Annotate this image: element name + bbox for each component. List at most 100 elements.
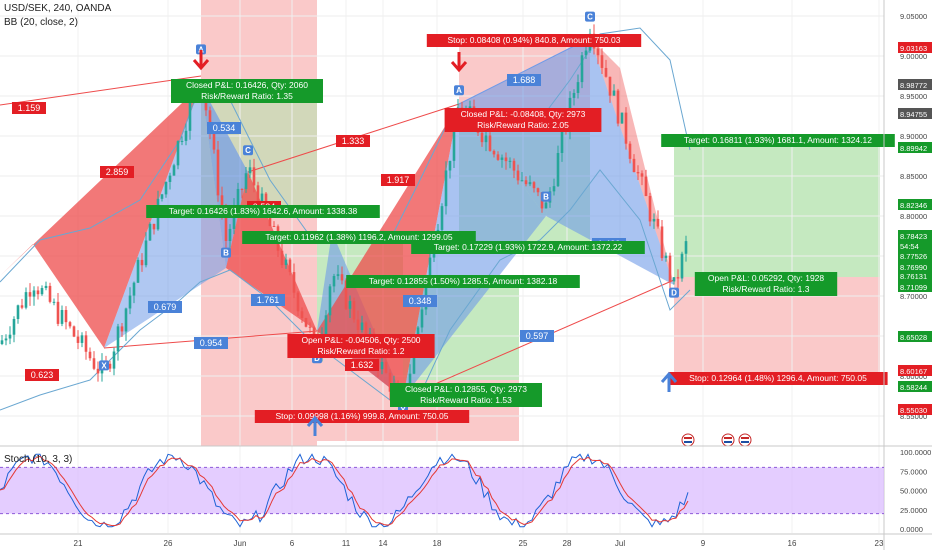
candle bbox=[652, 213, 656, 229]
svg-text:C: C bbox=[245, 146, 251, 155]
svg-text:8.82346: 8.82346 bbox=[900, 201, 927, 210]
candle bbox=[668, 252, 672, 291]
pivot-label-x: X bbox=[99, 360, 109, 371]
candle bbox=[604, 59, 608, 78]
candle bbox=[20, 298, 24, 310]
bb-indicator-label: BB (20, close, 2) bbox=[4, 17, 78, 28]
candle bbox=[352, 297, 356, 323]
price-level-badge: 8.71099 bbox=[898, 281, 932, 292]
pivot-label-b: B bbox=[221, 247, 231, 258]
candle bbox=[516, 164, 520, 185]
candle bbox=[332, 273, 336, 293]
price-tick-label: 8.95000 bbox=[900, 92, 927, 101]
ratio-label: 1.761 bbox=[251, 294, 285, 306]
ratio-label: 0.954 bbox=[194, 337, 228, 349]
candle bbox=[596, 46, 600, 65]
candle bbox=[160, 193, 164, 202]
candle bbox=[128, 287, 132, 315]
candle bbox=[656, 210, 660, 229]
svg-text:Target: 0.12855 (1.50%) 1285.5: Target: 0.12855 (1.50%) 1285.5, Amount: … bbox=[369, 276, 558, 286]
svg-text:Closed P&L: 0.16426, Qty: 2060: Closed P&L: 0.16426, Qty: 2060 bbox=[186, 80, 308, 90]
candle bbox=[28, 283, 32, 306]
time-tick-label: 28 bbox=[563, 539, 572, 548]
candle bbox=[172, 163, 176, 176]
price-level-badge: 8.78423 bbox=[898, 230, 932, 241]
candle bbox=[444, 161, 448, 215]
svg-text:Risk/Reward Ratio: 1.2: Risk/Reward Ratio: 1.2 bbox=[318, 346, 405, 356]
pivot-label-d: D bbox=[669, 287, 679, 298]
candle bbox=[144, 232, 148, 268]
candle bbox=[340, 266, 344, 285]
price-tick-label: 8.55000 bbox=[900, 412, 927, 421]
price-level-badge: 8.76990 bbox=[898, 261, 932, 272]
time-tick-label: 25 bbox=[519, 539, 528, 548]
candle bbox=[524, 176, 528, 187]
candle bbox=[188, 97, 192, 140]
pivot-label-a: A bbox=[454, 85, 464, 96]
svg-text:A: A bbox=[198, 45, 204, 54]
candle bbox=[508, 157, 512, 169]
candle bbox=[612, 84, 616, 96]
ratio-label: 1.159 bbox=[12, 102, 46, 114]
harmonic-ratio-line bbox=[0, 75, 202, 106]
candle bbox=[272, 221, 276, 228]
candle bbox=[84, 331, 88, 360]
svg-text:Stop: 0.09998 (1.16%) 999.8, A: Stop: 0.09998 (1.16%) 999.8, Amount: 750… bbox=[276, 411, 449, 421]
candle bbox=[296, 291, 300, 316]
trade-label: Open P&L: -0.04506, Qty: 2500Risk/Reward… bbox=[287, 334, 435, 358]
svg-text:D: D bbox=[671, 289, 677, 298]
candle bbox=[116, 323, 120, 361]
svg-text:Risk/Reward Ratio: 1.53: Risk/Reward Ratio: 1.53 bbox=[420, 395, 512, 405]
candle bbox=[348, 295, 352, 319]
svg-text:0.679: 0.679 bbox=[154, 302, 177, 312]
stoch-band bbox=[0, 467, 884, 514]
candle bbox=[512, 158, 516, 179]
candle bbox=[216, 140, 220, 202]
price-level-badge: 54:54 bbox=[898, 240, 932, 251]
candle bbox=[520, 171, 524, 182]
price-level-badge: 8.60167 bbox=[898, 365, 932, 376]
sell-arrow-icon bbox=[192, 50, 210, 71]
candle bbox=[180, 136, 184, 146]
svg-text:8.94755: 8.94755 bbox=[900, 110, 927, 119]
candle bbox=[480, 130, 484, 147]
ratio-label: 0.534 bbox=[207, 122, 241, 134]
svg-text:A: A bbox=[456, 86, 462, 95]
candle bbox=[576, 74, 580, 99]
candle bbox=[440, 203, 444, 235]
candle bbox=[528, 175, 532, 187]
svg-text:0.954: 0.954 bbox=[200, 338, 223, 348]
price-level-badge: 8.76131 bbox=[898, 270, 932, 281]
trade-label: Target: 0.16426 (1.83%) 1642.6, Amount: … bbox=[146, 205, 380, 218]
harmonic-blue-triangle-4 bbox=[546, 38, 674, 285]
svg-text:8.78423: 8.78423 bbox=[900, 232, 927, 241]
candle bbox=[328, 284, 332, 323]
candle bbox=[644, 169, 648, 197]
svg-text:1.333: 1.333 bbox=[342, 136, 365, 146]
ratio-label: 2.859 bbox=[100, 166, 134, 178]
pivot-label-b: B bbox=[541, 191, 551, 202]
us-flag-event-icon bbox=[738, 433, 752, 447]
time-tick-label: 18 bbox=[433, 539, 442, 548]
price-tick-label: 8.60000 bbox=[900, 372, 927, 381]
svg-text:0.348: 0.348 bbox=[409, 296, 432, 306]
harmonic-ratio-line bbox=[458, 37, 591, 105]
candle bbox=[288, 257, 292, 276]
candle bbox=[504, 152, 508, 170]
candle bbox=[152, 223, 156, 235]
candle bbox=[96, 361, 100, 382]
candle bbox=[360, 315, 364, 333]
candle bbox=[120, 322, 124, 338]
candle bbox=[244, 166, 248, 193]
stoch-tick-label: 50.0000 bbox=[900, 487, 927, 496]
candle bbox=[124, 307, 128, 341]
price-level-badge: 8.65028 bbox=[898, 331, 932, 342]
candle bbox=[676, 269, 680, 288]
candle bbox=[164, 181, 168, 198]
ratio-label: 1.632 bbox=[345, 359, 379, 371]
candle bbox=[68, 320, 72, 329]
candle bbox=[344, 278, 348, 311]
trade-label: Closed P&L: -0.08408, Qty: 2973Risk/Rewa… bbox=[444, 108, 602, 132]
candle bbox=[356, 310, 360, 336]
